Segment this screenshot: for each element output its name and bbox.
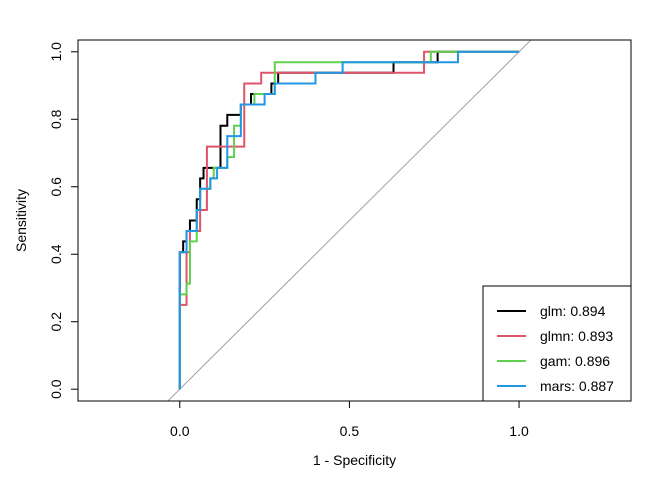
x-axis-title: 1 - Specificity	[313, 452, 396, 468]
legend-label-glm: glm: 0.894	[540, 303, 606, 319]
legend-box	[482, 285, 632, 402]
roc-curve-mars	[178, 50, 520, 390]
y-axis: 0.0 0.2 0.4 0.6 0.8 1.0	[48, 42, 79, 399]
y-tick-label: 0.2	[48, 312, 64, 332]
legend-label-gam: gam: 0.896	[540, 353, 610, 369]
y-tick-label: 0.0	[48, 379, 64, 399]
series-layer	[167, 40, 532, 401]
reference-diagonal	[167, 40, 532, 401]
y-axis-title: Sensitivity	[13, 189, 29, 252]
legend-label-glmn: glmn: 0.893	[540, 328, 613, 344]
x-tick-label: 1.0	[509, 423, 529, 439]
x-tick-label: 0.0	[170, 423, 190, 439]
legend-label-mars: mars: 0.887	[540, 378, 614, 394]
legend: glm: 0.894 glmn: 0.893 gam: 0.896 mars: 0.8…	[482, 285, 632, 402]
y-tick-label: 1.0	[48, 42, 64, 62]
x-axis: 0.0 0.5 1.0	[170, 400, 529, 439]
y-tick-label: 0.8	[48, 109, 64, 129]
y-tick-label: 0.6	[48, 177, 64, 197]
x-tick-label: 0.5	[340, 423, 360, 439]
y-tick-label: 0.4	[48, 244, 64, 264]
